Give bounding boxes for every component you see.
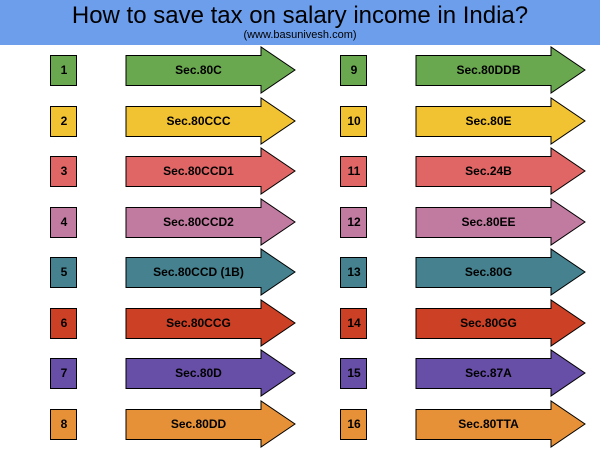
section-arrow — [50, 349, 296, 397]
number-box — [340, 358, 367, 389]
section-arrow — [340, 399, 586, 448]
section-label: Sec.80DD — [170, 416, 227, 431]
section-number: 4 — [60, 214, 68, 229]
page-title: How to save tax on salary income in Indi… — [71, 2, 529, 29]
section-label: Sec.80E — [465, 113, 512, 128]
section-label: Sec.80CCD2 — [163, 214, 234, 229]
arrow-shape — [125, 298, 296, 347]
section-item: 12 Sec.80EE — [340, 195, 586, 246]
section-arrow — [50, 147, 296, 195]
section-label: Sec.80CCG — [166, 315, 231, 330]
section-arrow — [340, 248, 586, 296]
number-box — [340, 307, 367, 339]
section-label: Sec.80C — [175, 63, 222, 77]
number-box — [340, 105, 367, 137]
section-number: 8 — [60, 416, 68, 431]
section-number: 15 — [347, 366, 361, 380]
section-number: 14 — [347, 315, 361, 330]
section-item: 5 Sec.80CCD (1B) — [50, 245, 296, 296]
section-arrow — [340, 96, 586, 145]
number-box — [50, 408, 77, 440]
number-box — [340, 257, 367, 288]
section-label: Sec.80D — [175, 366, 222, 380]
arrow-shape — [415, 349, 586, 397]
section-item: 4 Sec.80CCD2 — [50, 195, 296, 246]
section-number: 16 — [347, 416, 361, 431]
arrow-shape — [415, 46, 586, 94]
number-box — [340, 206, 367, 238]
number-box — [340, 55, 367, 86]
section-item: 16 Sec.80TTA — [340, 397, 586, 448]
number-box — [50, 156, 77, 187]
number-box — [50, 358, 77, 389]
section-label: Sec.80CCC — [166, 113, 231, 128]
section-label: Sec.24B — [465, 164, 512, 178]
section-item: 3 Sec.80CCD1 — [50, 144, 296, 195]
section-item: 11 Sec.24B — [340, 144, 586, 195]
section-label: Sec.80TTA — [458, 416, 519, 431]
section-number: 10 — [347, 113, 361, 128]
section-label: Sec.80G — [464, 265, 513, 279]
section-arrow — [50, 46, 296, 94]
number-box — [50, 307, 77, 339]
section-item: 15 Sec.87A — [340, 346, 586, 397]
section-number: 9 — [350, 63, 358, 77]
section-number: 7 — [60, 366, 68, 380]
section-item: 14 Sec.80GG — [340, 296, 586, 347]
section-label: Sec.80CCD1 — [163, 164, 234, 178]
section-number: 5 — [60, 265, 68, 279]
arrow-shape — [415, 197, 586, 246]
arrow-shape — [415, 96, 586, 145]
section-label: Sec.80CCD (1B) — [153, 265, 244, 279]
number-box — [50, 206, 77, 238]
section-item: 7 Sec.80D — [50, 346, 296, 397]
arrow-shape — [125, 349, 296, 397]
arrow-shape — [125, 96, 296, 145]
arrow-shape — [415, 298, 586, 347]
section-number: 3 — [60, 164, 68, 178]
arrow-shape — [125, 399, 296, 448]
section-arrow — [50, 197, 296, 246]
section-number: 1 — [60, 63, 68, 77]
section-item: 9 Sec.80DDB — [340, 43, 586, 94]
section-arrow — [50, 399, 296, 448]
section-number: 2 — [60, 113, 68, 128]
section-label: Sec.80GG — [460, 315, 517, 330]
number-box — [50, 105, 77, 137]
section-number: 12 — [347, 214, 361, 229]
number-box — [50, 257, 77, 288]
arrow-shape — [125, 147, 296, 195]
section-arrow — [340, 349, 586, 397]
section-item: 2 Sec.80CCC — [50, 94, 296, 145]
section-number: 6 — [60, 315, 68, 330]
section-arrow — [340, 197, 586, 246]
section-arrow — [50, 96, 296, 145]
arrow-shape — [125, 46, 296, 94]
section-item: 8 Sec.80DD — [50, 397, 296, 448]
section-arrow — [340, 147, 586, 195]
section-arrow — [340, 298, 586, 347]
section-number: 13 — [347, 265, 361, 279]
section-item: 1 Sec.80C — [50, 43, 296, 94]
arrow-shape — [415, 147, 586, 195]
arrow-shape — [125, 197, 296, 246]
arrow-shape — [415, 399, 586, 448]
number-box — [50, 55, 77, 86]
number-box — [340, 408, 367, 440]
section-item: 10 Sec.80E — [340, 94, 586, 145]
section-label: Sec.80DDB — [456, 63, 521, 77]
section-item: 13 Sec.80G — [340, 245, 586, 296]
section-item: 6 Sec.80CCG — [50, 296, 296, 347]
section-label: Sec.80EE — [461, 214, 516, 229]
section-label: Sec.87A — [465, 366, 512, 380]
arrow-shape — [415, 248, 586, 296]
section-arrow — [50, 298, 296, 347]
arrow-shape — [125, 248, 296, 296]
number-box — [340, 156, 367, 187]
title-banner: How to save tax on salary income in Indi… — [0, 0, 600, 45]
page-subtitle: (www.basunivesh.com) — [243, 29, 357, 41]
section-number: 11 — [347, 164, 361, 178]
section-arrow — [50, 248, 296, 296]
section-arrow — [340, 46, 586, 94]
